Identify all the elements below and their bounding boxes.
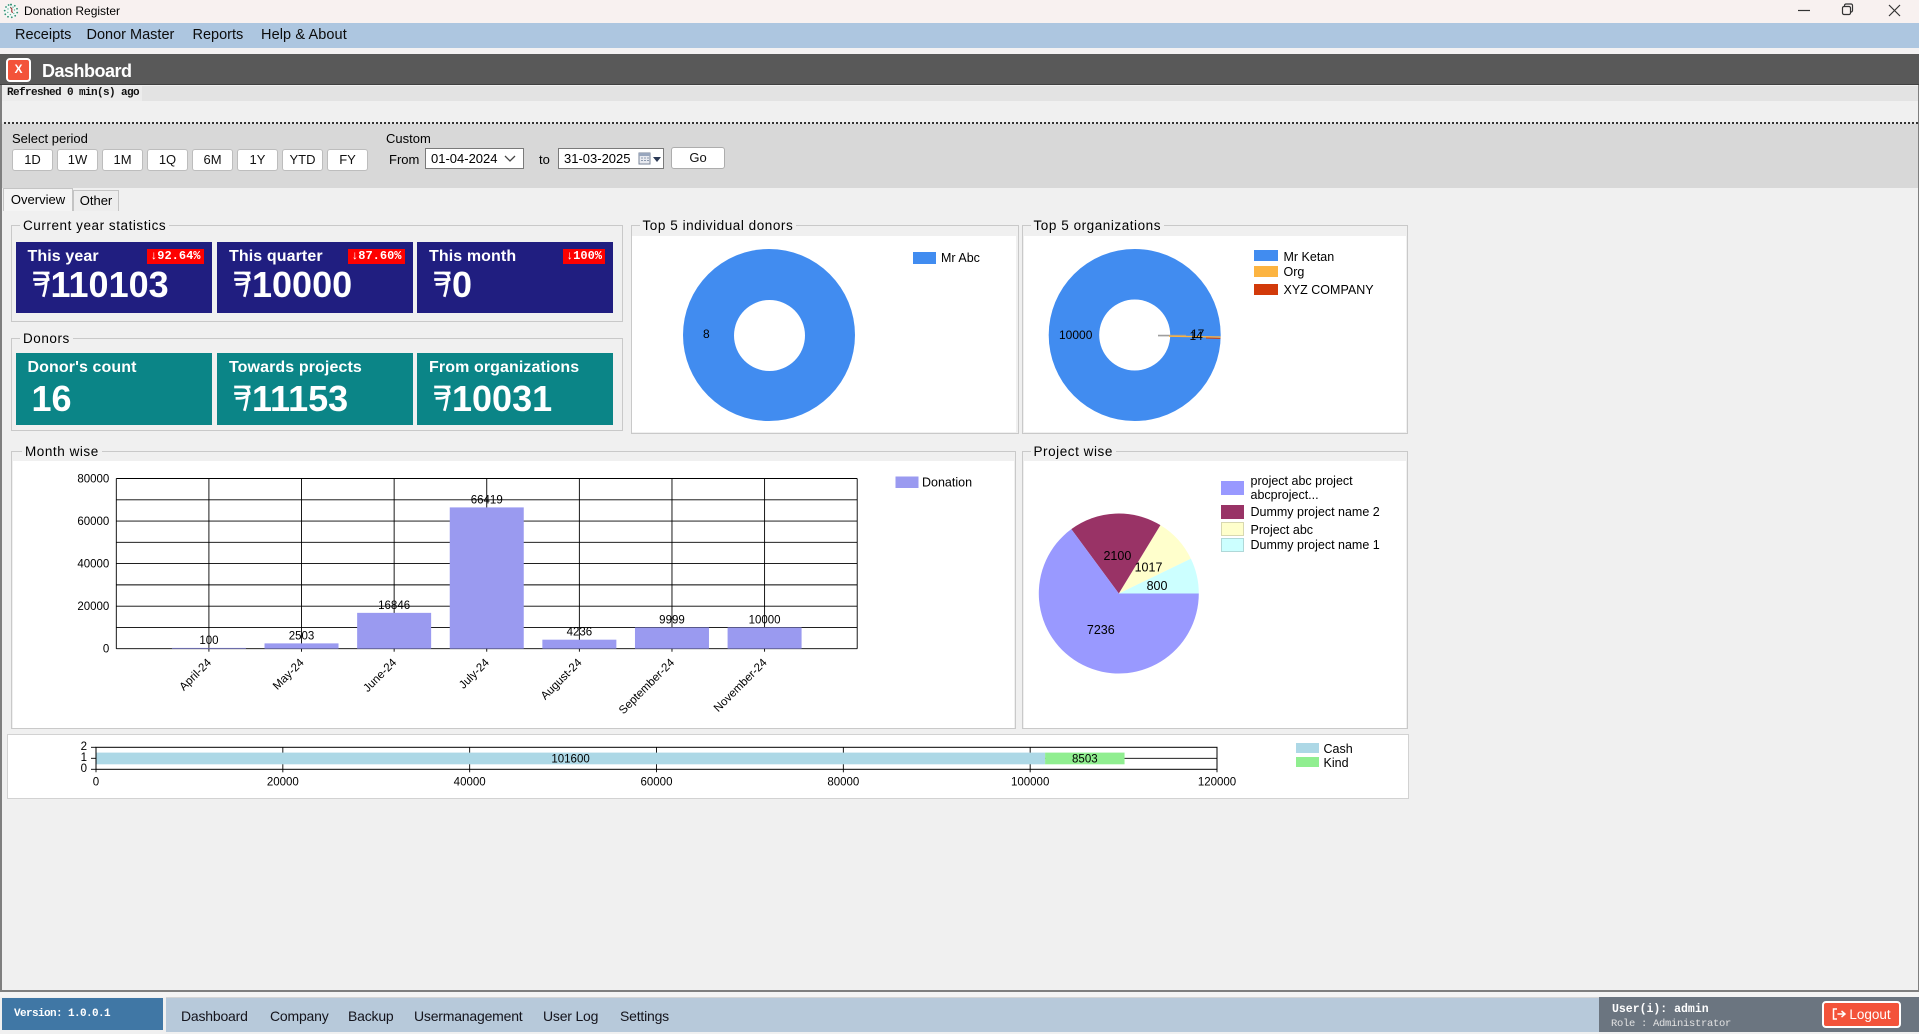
svg-text:8503: 8503 bbox=[1072, 753, 1098, 765]
svg-text:60000: 60000 bbox=[641, 776, 673, 788]
svg-text:20000: 20000 bbox=[267, 776, 299, 788]
svg-text:101600: 101600 bbox=[551, 753, 589, 765]
svg-text:0: 0 bbox=[93, 776, 99, 788]
svg-text:120000: 120000 bbox=[1198, 776, 1236, 788]
svg-text:80000: 80000 bbox=[827, 776, 859, 788]
svg-text:40000: 40000 bbox=[454, 776, 486, 788]
svg-text:100000: 100000 bbox=[1011, 776, 1049, 788]
svg-text:0: 0 bbox=[81, 763, 87, 775]
